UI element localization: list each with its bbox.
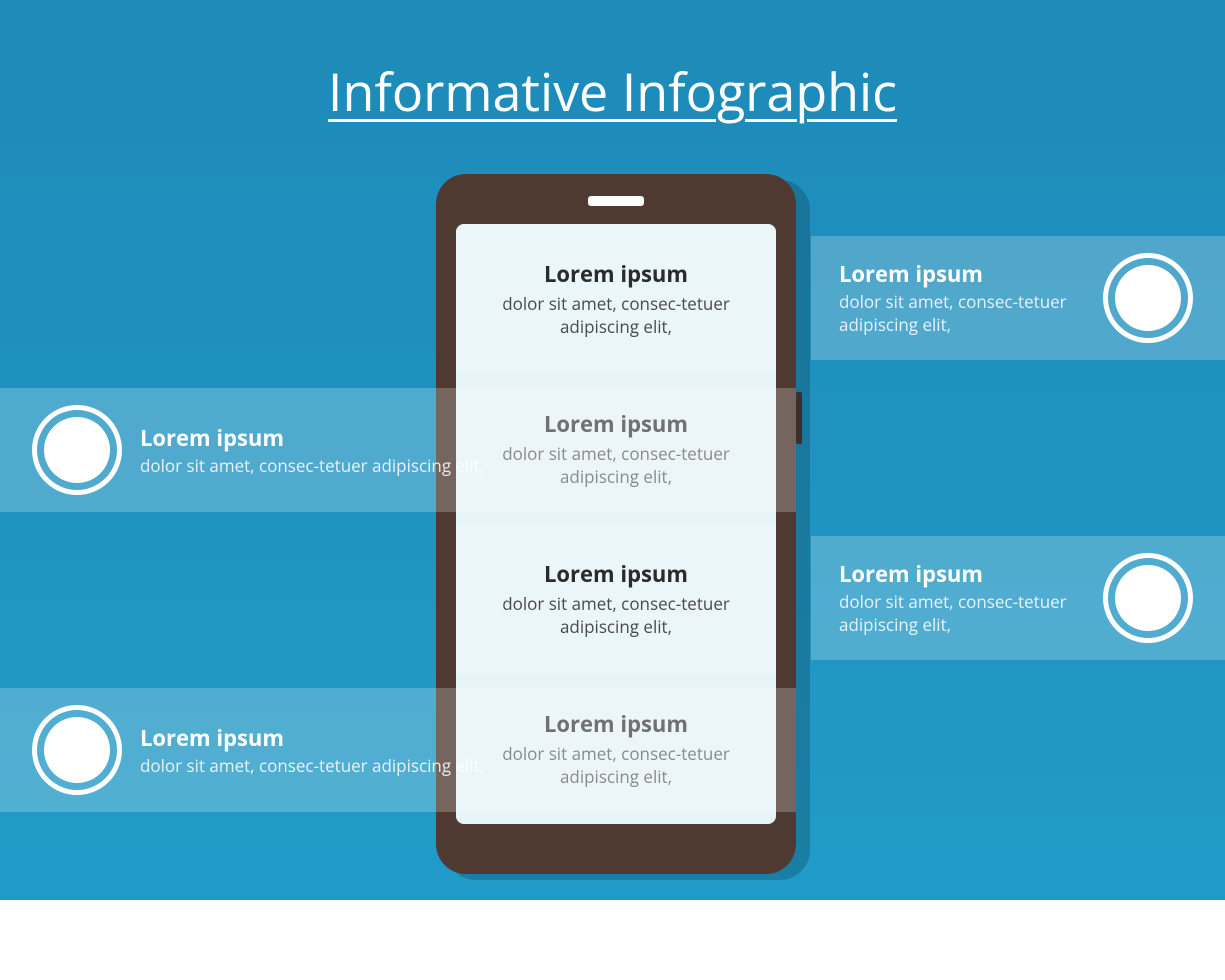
phone-speaker-icon [588,196,644,206]
phone-row-heading: Lorem ipsum [544,259,688,289]
band-heading: Lorem ipsum [140,423,796,453]
info-band-right: Lorem ipsum dolor sit amet, consec-tetue… [811,536,1225,660]
band-body: dolor sit amet, consec-tetuer adipiscing… [839,591,1085,637]
circle-icon [1103,553,1193,643]
info-band-left: Lorem ipsum dolor sit amet, consec-tetue… [0,688,796,812]
band-text: Lorem ipsum dolor sit amet, consec-tetue… [839,559,1085,637]
phone-row-body: dolor sit amet, consec-tetuer adipiscing… [480,593,752,639]
band-heading: Lorem ipsum [839,559,1085,589]
page-title: Informative Infographic [328,56,897,127]
band-text: Lorem ipsum dolor sit amet, consec-tetue… [140,723,796,778]
phone-side-button-icon [796,392,802,444]
circle-icon [1103,253,1193,343]
phone-row-body: dolor sit amet, consec-tetuer adipiscing… [480,293,752,339]
circle-icon [32,705,122,795]
band-body: dolor sit amet, consec-tetuer adipiscing… [839,291,1085,337]
band-text: Lorem ipsum dolor sit amet, consec-tetue… [839,259,1085,337]
band-heading: Lorem ipsum [839,259,1085,289]
phone-row: Lorem ipsum dolor sit amet, consec-tetue… [456,224,776,374]
phone-row: Lorem ipsum dolor sit amet, consec-tetue… [456,524,776,674]
band-body: dolor sit amet, consec-tetuer adipiscing… [140,455,796,478]
band-heading: Lorem ipsum [140,723,796,753]
info-band-right: Lorem ipsum dolor sit amet, consec-tetue… [811,236,1225,360]
phone-row-heading: Lorem ipsum [544,559,688,589]
infographic-canvas: Informative Infographic Lorem ipsum dolo… [0,0,1225,900]
info-band-left: Lorem ipsum dolor sit amet, consec-tetue… [0,388,796,512]
band-text: Lorem ipsum dolor sit amet, consec-tetue… [140,423,796,478]
circle-icon [32,405,122,495]
band-body: dolor sit amet, consec-tetuer adipiscing… [140,755,796,778]
